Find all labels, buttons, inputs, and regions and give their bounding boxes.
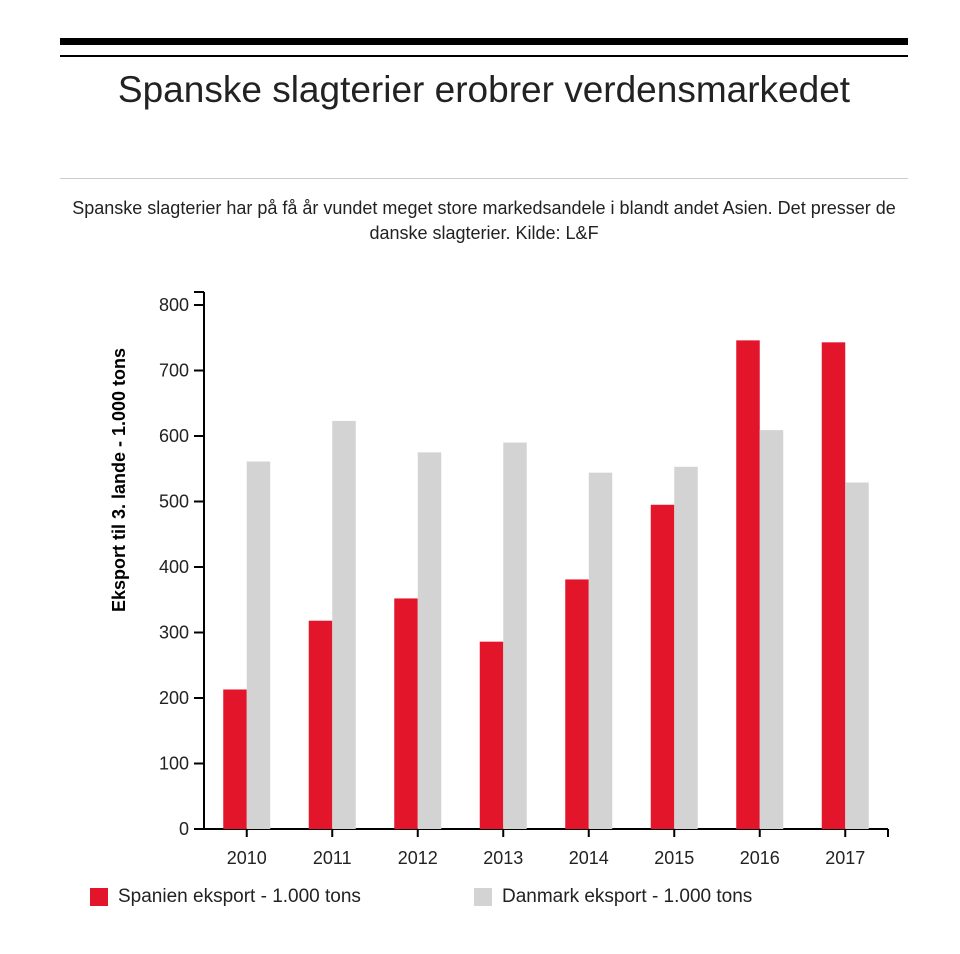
- bar-spanien-2013: [479, 641, 504, 829]
- bar-danmark-2013: [503, 442, 527, 829]
- bar-danmark-2012: [417, 452, 442, 829]
- bar-danmark-2011: [332, 420, 356, 829]
- legend-item-spanien: Spanien eksport - 1.000 tons: [90, 886, 361, 908]
- y-tick-label: 300: [159, 623, 189, 643]
- bar-danmark-2015: [674, 466, 698, 829]
- y-tick-label: 600: [159, 426, 189, 446]
- x-tick-label: 2016: [740, 848, 780, 868]
- x-tick-label: 2011: [313, 848, 352, 868]
- bar-danmark-2016: [759, 430, 784, 829]
- bar-spanien-2016: [736, 340, 760, 829]
- y-tick-label: 400: [159, 557, 189, 577]
- y-tick-label: 500: [159, 492, 189, 512]
- bar-spanien-2014: [565, 579, 589, 829]
- y-axis-label: Eksport til 3. lande - 1.000 tons: [109, 348, 129, 612]
- x-tick-label: 2013: [483, 848, 523, 868]
- x-tick-label: 2012: [398, 848, 438, 868]
- title-divider: [60, 178, 908, 179]
- legend-label-danmark: Danmark eksport - 1.000 tons: [502, 886, 753, 907]
- bar-spanien-2010: [223, 689, 247, 829]
- chart-title: Spanske slagterier erobrer verdensmarked…: [117, 69, 851, 110]
- top-thick-rule: [60, 38, 908, 45]
- bar-danmark-2017: [845, 482, 869, 829]
- chart-subtitle: Spanske slagterier har på få år vundet m…: [72, 198, 896, 243]
- bar-danmark-2014: [588, 472, 613, 829]
- legend-item-danmark: Danmark eksport - 1.000 tons: [474, 886, 752, 908]
- y-tick-label: 100: [159, 754, 189, 774]
- legend-label-spanien: Spanien eksport - 1.000 tons: [118, 886, 361, 907]
- x-tick-label: 2014: [569, 848, 609, 868]
- legend-swatch-danmark: [474, 888, 492, 906]
- legend-swatch-spanien: [90, 888, 108, 906]
- bar-spanien-2012: [394, 598, 418, 829]
- y-tick-label: 200: [159, 688, 189, 708]
- bar-danmark-2010: [246, 461, 271, 829]
- x-tick-label: 2015: [654, 848, 694, 868]
- y-tick-label: 800: [159, 295, 189, 315]
- bar-spanien-2017: [821, 342, 846, 829]
- bar-spanien-2011: [308, 620, 333, 829]
- top-thin-rule: [60, 55, 908, 57]
- y-tick-label: 700: [159, 361, 189, 381]
- x-tick-label: 2017: [825, 848, 865, 868]
- x-tick-label: 2010: [227, 848, 267, 868]
- bar-spanien-2015: [650, 504, 675, 829]
- y-tick-label: 0: [179, 819, 189, 839]
